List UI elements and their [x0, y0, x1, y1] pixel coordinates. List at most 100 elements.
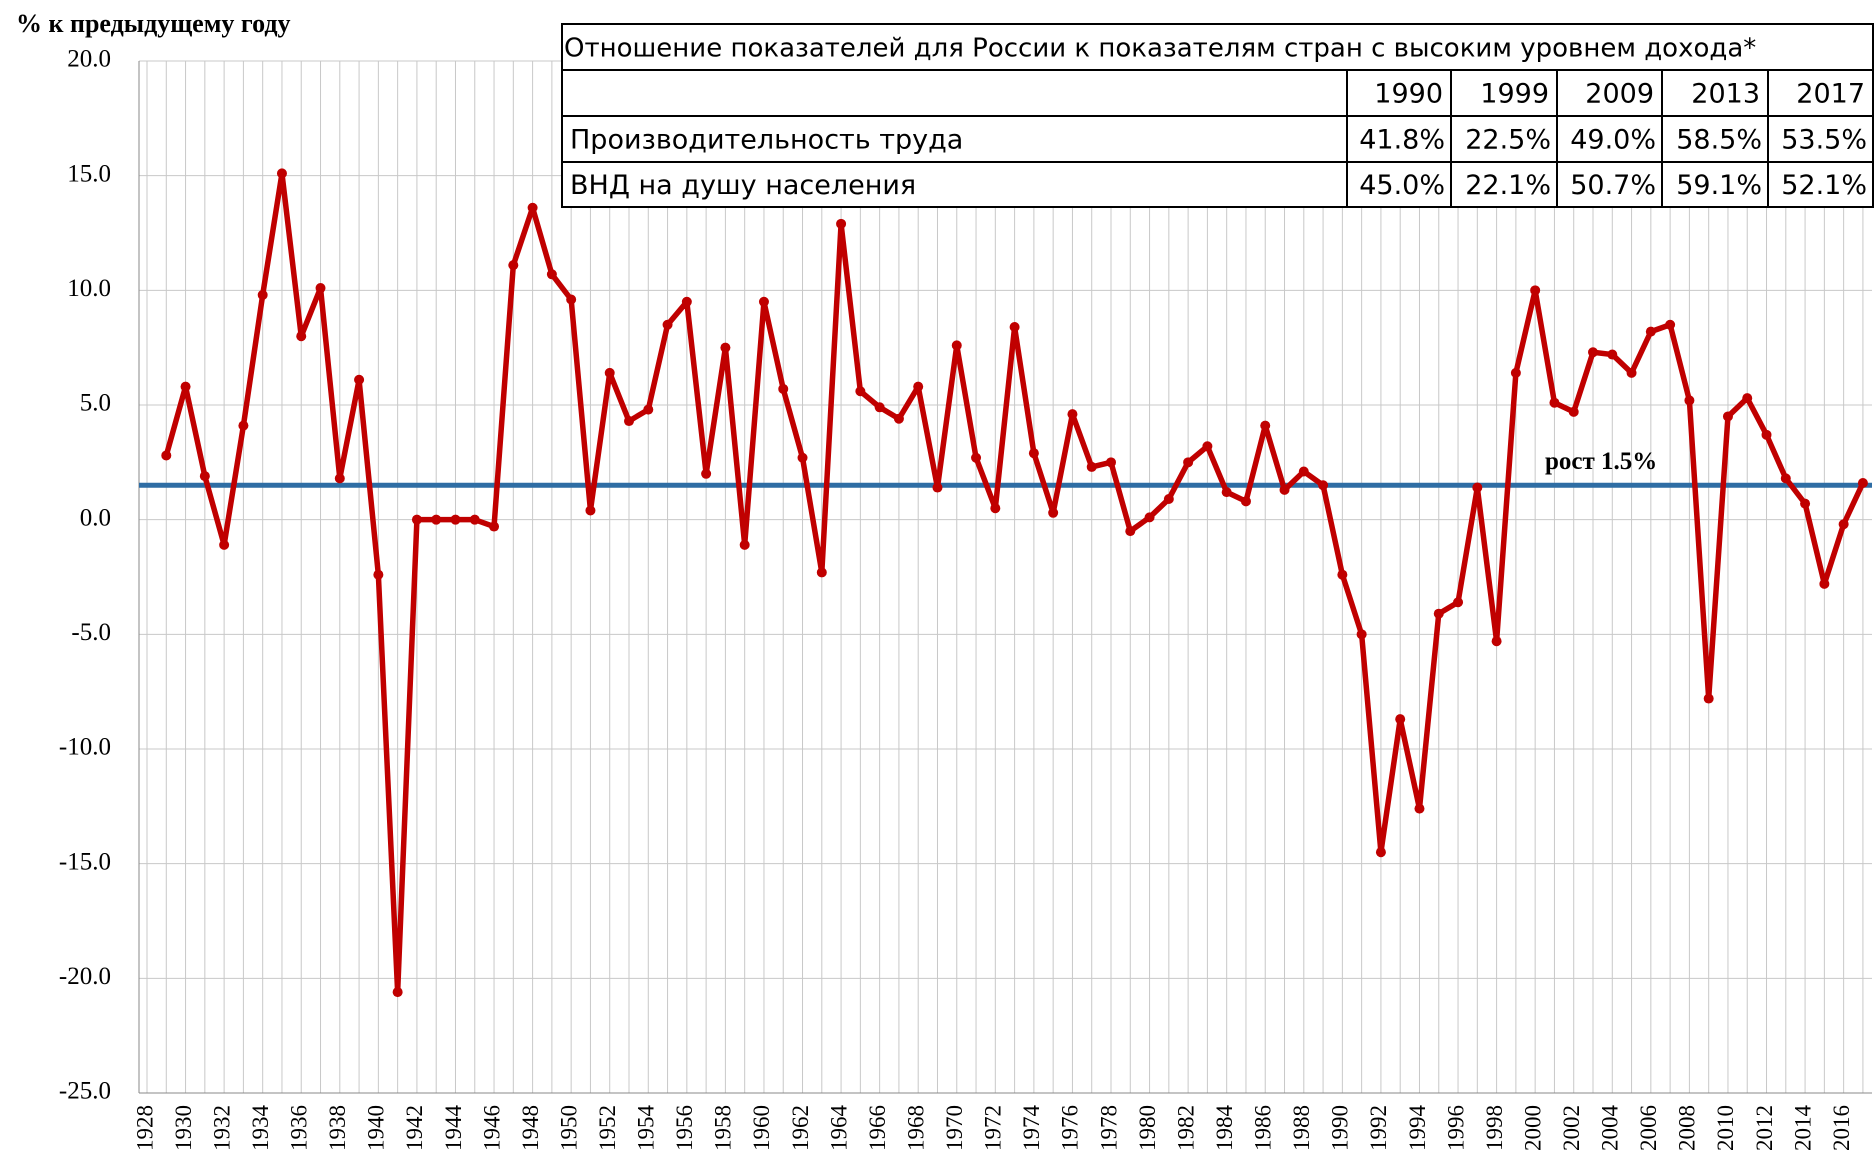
data-point — [373, 569, 384, 580]
y-tick-label: -25.0 — [59, 1078, 111, 1105]
x-tick-label: 1986 — [1251, 1105, 1276, 1151]
data-point — [1780, 473, 1791, 484]
x-tick-label: 1938 — [325, 1105, 350, 1151]
x-tick-label: 1974 — [1019, 1105, 1044, 1152]
x-tick-label: 1982 — [1173, 1105, 1198, 1151]
table-header: 2009 — [1585, 79, 1654, 110]
x-tick-label: 1978 — [1096, 1105, 1121, 1151]
data-point — [238, 420, 249, 431]
table-row-label: Производительность труда — [570, 125, 963, 156]
data-point — [219, 539, 230, 550]
x-tick-label: 1948 — [518, 1105, 543, 1151]
data-point — [276, 168, 287, 179]
data-point — [508, 260, 519, 271]
data-point — [431, 514, 442, 525]
table-cell: 50.7% — [1570, 170, 1656, 201]
data-point — [296, 331, 307, 342]
data-point — [855, 386, 866, 397]
data-point — [1819, 578, 1830, 589]
data-point — [354, 374, 365, 385]
data-point — [257, 289, 268, 300]
table-cell: 22.5% — [1465, 125, 1551, 156]
data-point — [566, 294, 577, 305]
data-point — [604, 367, 615, 378]
x-tick-label: 1960 — [749, 1105, 774, 1151]
table-header: 1999 — [1480, 79, 1549, 110]
data-point — [1106, 457, 1116, 468]
x-tick-label: 1956 — [672, 1105, 697, 1151]
x-tick-label: 1936 — [287, 1105, 312, 1151]
data-point — [392, 987, 403, 998]
table-cell: 58.5% — [1676, 125, 1762, 156]
y-tick-label: 5.0 — [80, 390, 111, 417]
data-point — [411, 514, 422, 525]
x-tick-label: 2014 — [1790, 1105, 1815, 1152]
data-point — [1414, 803, 1425, 814]
data-point — [874, 402, 885, 413]
data-point — [1260, 420, 1271, 431]
x-tick-label: 1946 — [479, 1105, 504, 1151]
x-tick-label: 2012 — [1752, 1105, 1777, 1151]
data-point — [643, 404, 654, 415]
data-point — [1086, 461, 1097, 472]
y-tick-label: 0.0 — [80, 504, 111, 531]
data-point — [1626, 367, 1637, 378]
data-point — [1703, 693, 1714, 704]
y-axis-label: % к предыдущему году — [16, 9, 291, 38]
data-point — [199, 471, 210, 482]
x-tick-label: 2016 — [1829, 1105, 1854, 1151]
data-point — [1665, 319, 1676, 330]
x-tick-label: 1962 — [788, 1105, 813, 1151]
x-tick-label: 1970 — [942, 1105, 967, 1151]
table-cell: 52.1% — [1781, 170, 1867, 201]
data-point — [315, 283, 326, 294]
y-tick-label: 15.0 — [67, 160, 111, 187]
x-tick-label: 1944 — [441, 1105, 466, 1152]
data-point — [913, 381, 924, 392]
table-row-label: ВНД на душу населения — [570, 170, 916, 201]
data-point — [161, 450, 172, 461]
data-point — [1433, 608, 1444, 619]
data-point — [1510, 367, 1521, 378]
data-point — [1607, 349, 1618, 360]
data-point — [758, 296, 769, 307]
table-cell: 45.0% — [1359, 170, 1445, 201]
data-point — [489, 521, 500, 532]
data-point — [1472, 482, 1483, 493]
data-point — [1240, 496, 1251, 507]
x-tick-label: 2004 — [1598, 1105, 1623, 1152]
x-tick-label: 1994 — [1405, 1105, 1430, 1152]
data-point — [701, 468, 712, 479]
data-point — [990, 503, 1001, 514]
data-point — [1491, 636, 1502, 647]
x-tick-label: 1942 — [402, 1105, 427, 1151]
data-point — [527, 202, 538, 213]
data-point — [836, 218, 847, 229]
table-title: Отношение показателей для России к показ… — [564, 34, 1756, 64]
data-point — [893, 413, 904, 424]
x-tick-label: 1932 — [209, 1105, 234, 1151]
x-tick-label: 1958 — [711, 1105, 736, 1151]
data-point — [932, 482, 943, 493]
data-point — [662, 319, 673, 330]
data-point — [1298, 466, 1309, 477]
x-tick-label: 1950 — [556, 1105, 581, 1151]
data-point — [778, 383, 789, 394]
data-point — [1144, 512, 1155, 523]
data-point — [1048, 507, 1059, 518]
x-tick-label: 1980 — [1135, 1105, 1160, 1151]
x-tick-label: 1988 — [1289, 1105, 1314, 1151]
x-tick-label: 1940 — [364, 1105, 389, 1151]
x-tick-label: 1998 — [1482, 1105, 1507, 1151]
x-tick-label: 2010 — [1713, 1105, 1738, 1151]
data-point — [720, 342, 731, 353]
x-tick-label: 1930 — [171, 1105, 196, 1151]
x-tick-label: 1996 — [1443, 1105, 1468, 1151]
data-point — [469, 514, 480, 525]
data-point — [546, 269, 557, 280]
y-tick-label: 10.0 — [67, 275, 111, 302]
data-point — [1221, 487, 1232, 498]
x-tick-label: 1952 — [595, 1105, 620, 1151]
data-point — [739, 539, 750, 550]
data-point — [624, 416, 634, 427]
